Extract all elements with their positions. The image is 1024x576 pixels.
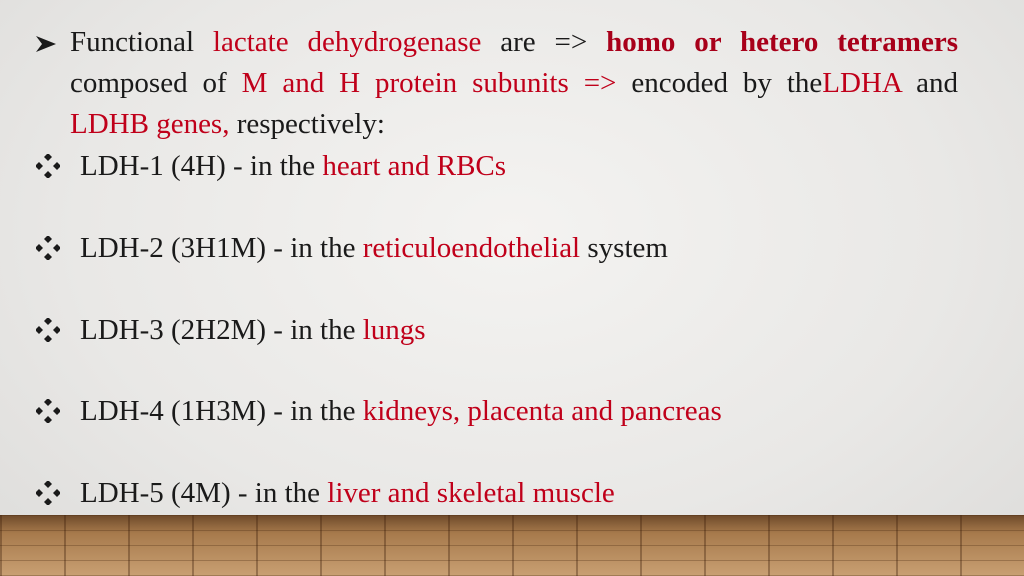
arrow-bullet bbox=[36, 36, 56, 52]
list-item: LDH-2 (3H1M) - in the reticuloendothelia… bbox=[80, 228, 668, 268]
text: LDH-4 (1H3M) - in the bbox=[80, 395, 356, 427]
text: composed of bbox=[70, 67, 227, 99]
text: and bbox=[916, 67, 959, 99]
wood-floor bbox=[0, 515, 1024, 576]
text: LDH-1 (4H) - in the bbox=[80, 150, 316, 182]
diamond-bullet bbox=[36, 481, 60, 505]
highlight: LDHA bbox=[822, 67, 902, 99]
highlight: LDHB genes, bbox=[70, 108, 230, 140]
diamond-bullet bbox=[36, 399, 60, 423]
text: system bbox=[587, 232, 668, 264]
text: LDH-3 (2H2M) - in the bbox=[80, 314, 356, 346]
highlight: heart and RBCs bbox=[322, 150, 507, 182]
diamond-bullet bbox=[36, 236, 60, 260]
highlight: M and H protein subunits => bbox=[241, 67, 617, 99]
list-item: LDH-5 (4M) - in the liver and skeletal m… bbox=[80, 473, 615, 513]
emphasis: homo or hetero tetramers bbox=[606, 26, 958, 58]
list-item: LDH-1 (4H) - in the heart and RBCs bbox=[80, 146, 506, 186]
diamond-bullet bbox=[36, 318, 60, 342]
list-item: LDH-4 (1H3M) - in the kidneys, placenta … bbox=[80, 391, 722, 431]
text: LDH-2 (3H1M) - in the bbox=[80, 232, 356, 264]
text: encoded by the bbox=[631, 67, 823, 99]
highlight: lactate dehydrogenase bbox=[212, 26, 482, 58]
text: respectively: bbox=[236, 108, 385, 140]
highlight: kidneys, placenta and pancreas bbox=[362, 395, 722, 427]
text: LDH-5 (4M) - in the bbox=[80, 477, 321, 509]
text: Functional bbox=[70, 26, 195, 58]
highlight: lungs bbox=[362, 314, 426, 346]
highlight: reticuloendothelial bbox=[362, 232, 581, 264]
intro-paragraph: Functional lactate dehydrogenase are => … bbox=[70, 22, 958, 145]
list-item: LDH-3 (2H2M) - in the lungs bbox=[80, 310, 426, 350]
highlight: liver and skeletal muscle bbox=[327, 477, 615, 509]
diamond-bullet bbox=[36, 154, 60, 178]
text: are => bbox=[500, 26, 588, 58]
